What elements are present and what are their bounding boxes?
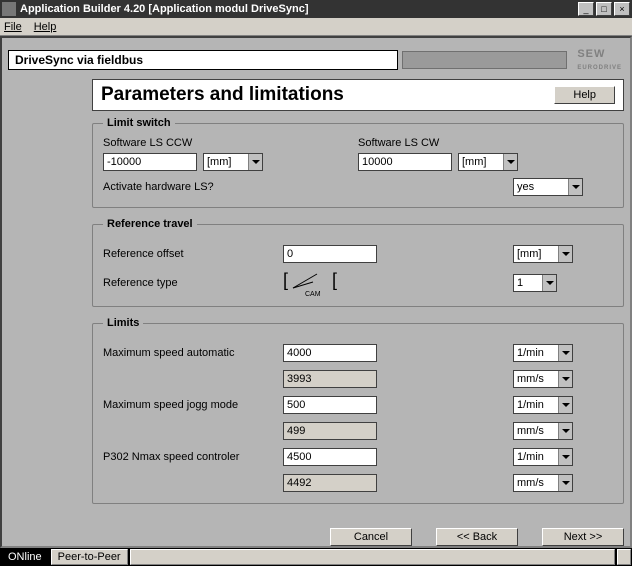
chevron-down-icon: [542, 275, 556, 291]
minimize-button[interactable]: _: [578, 2, 594, 16]
input-ls-ccw[interactable]: [103, 153, 197, 171]
menu-help[interactable]: Help: [34, 21, 57, 33]
label-ref-offset: Reference offset: [103, 248, 283, 260]
legend-reference-travel: Reference travel: [103, 218, 197, 230]
select-max-jog-unit2[interactable]: mm/s: [513, 422, 573, 440]
input-max-auto[interactable]: [283, 344, 377, 362]
legend-limit-switch: Limit switch: [103, 117, 175, 129]
status-spacer: [130, 549, 615, 565]
label-activate-hw-ls: Activate hardware LS?: [103, 181, 283, 193]
maximize-button[interactable]: □: [596, 2, 612, 16]
back-button[interactable]: << Back: [436, 528, 518, 546]
group-reference-travel: Reference travel Reference offset [mm] R…: [92, 218, 624, 307]
select-max-auto-unit2[interactable]: mm/s: [513, 370, 573, 388]
chevron-down-icon: [558, 423, 572, 439]
readonly-p302-mms: [283, 474, 377, 492]
status-grip: [617, 549, 631, 565]
status-peer: Peer-to-Peer: [51, 549, 128, 565]
chevron-down-icon: [558, 246, 572, 262]
input-max-jog[interactable]: [283, 396, 377, 414]
title-bar: Application Builder 4.20 [Application mo…: [0, 0, 632, 18]
window-title: Application Builder 4.20 [Application mo…: [20, 3, 578, 15]
group-limits: Limits Maximum speed automatic 1/min mm/…: [92, 317, 624, 504]
menu-file[interactable]: File: [4, 21, 22, 33]
status-bar: ONline Peer-to-Peer: [0, 548, 632, 566]
chevron-down-icon: [558, 475, 572, 491]
select-ref-type[interactable]: 1: [513, 274, 557, 292]
main-panel: DriveSync via fieldbus SEW EURODRIVE Par…: [0, 36, 632, 548]
select-ls-ccw-unit[interactable]: [mm]: [203, 153, 263, 171]
select-ref-offset-unit[interactable]: [mm]: [513, 245, 573, 263]
chevron-down-icon: [248, 154, 262, 170]
label-max-auto: Maximum speed automatic: [103, 347, 283, 359]
label-ref-type: Reference type: [103, 277, 283, 289]
chevron-down-icon: [503, 154, 517, 170]
legend-limits: Limits: [103, 317, 143, 329]
app-icon: [2, 2, 16, 16]
status-online: ONline: [1, 549, 49, 565]
wizard-buttons: Cancel << Back Next >>: [92, 528, 624, 546]
select-p302-unit2[interactable]: mm/s: [513, 474, 573, 492]
menu-bar: File Help: [0, 18, 632, 36]
readonly-max-jog-mms: [283, 422, 377, 440]
chevron-down-icon: [558, 371, 572, 387]
help-button[interactable]: Help: [554, 86, 615, 104]
select-activate-hw-ls[interactable]: yes: [513, 178, 583, 196]
next-button[interactable]: Next >>: [542, 528, 624, 546]
close-button[interactable]: ×: [614, 2, 630, 16]
chevron-down-icon: [558, 397, 572, 413]
label-ls-ccw: Software LS CCW: [103, 137, 358, 149]
chevron-down-icon: [568, 179, 582, 195]
select-ls-cw-unit[interactable]: [mm]: [458, 153, 518, 171]
brand-logo: SEW EURODRIVE: [577, 44, 622, 75]
select-p302-unit[interactable]: 1/min: [513, 448, 573, 466]
label-ls-cw: Software LS CW: [358, 137, 613, 149]
select-max-auto-unit[interactable]: 1/min: [513, 344, 573, 362]
label-max-jog: Maximum speed jogg mode: [103, 399, 283, 411]
chevron-down-icon: [558, 345, 572, 361]
cancel-button[interactable]: Cancel: [330, 528, 412, 546]
reference-type-glyph: [ [ CAM: [283, 270, 343, 296]
form-area: Limit switch Software LS CCW [mm] Softwa…: [92, 117, 624, 520]
context-banner: DriveSync via fieldbus: [8, 50, 398, 70]
select-max-jog-unit[interactable]: 1/min: [513, 396, 573, 414]
top-strip: DriveSync via fieldbus SEW EURODRIVE: [2, 38, 630, 79]
input-p302[interactable]: [283, 448, 377, 466]
input-ls-cw[interactable]: [358, 153, 452, 171]
progress-bar: [402, 51, 567, 69]
readonly-max-auto-mms: [283, 370, 377, 388]
group-limit-switch: Limit switch Software LS CCW [mm] Softwa…: [92, 117, 624, 208]
chevron-down-icon: [558, 449, 572, 465]
page-title: Parameters and limitations: [101, 84, 554, 106]
input-ref-offset[interactable]: [283, 245, 377, 263]
page-header: Parameters and limitations Help: [92, 79, 624, 111]
label-p302: P302 Nmax speed controler: [103, 451, 283, 463]
